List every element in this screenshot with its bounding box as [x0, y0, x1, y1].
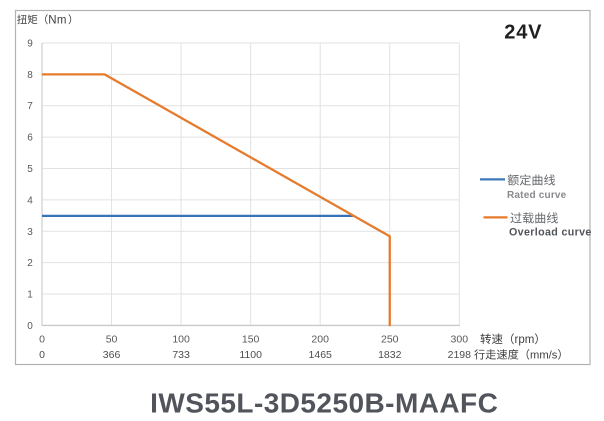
svg-text:50: 50 — [106, 334, 118, 346]
svg-text:9: 9 — [27, 38, 33, 49]
svg-text:0: 0 — [39, 334, 45, 346]
svg-text:IWS55L-3D5250B-MAAFC: IWS55L-3D5250B-MAAFC — [150, 387, 498, 418]
svg-text:0: 0 — [39, 349, 45, 361]
svg-text:24V: 24V — [504, 22, 542, 44]
svg-text:rpm: rpm — [515, 334, 535, 346]
svg-text:1100: 1100 — [239, 349, 262, 361]
svg-text:200: 200 — [311, 334, 329, 346]
svg-text:300: 300 — [451, 334, 469, 346]
svg-text:1832: 1832 — [378, 349, 402, 361]
svg-text:150: 150 — [242, 334, 260, 346]
svg-text:1465: 1465 — [309, 349, 333, 361]
svg-text:2: 2 — [27, 258, 33, 269]
svg-text:250: 250 — [381, 334, 399, 346]
svg-text:Nm: Nm — [48, 14, 67, 26]
svg-text:Overload curve: Overload curve — [509, 227, 592, 239]
svg-text:0: 0 — [27, 321, 33, 332]
svg-text:8: 8 — [27, 70, 33, 81]
svg-text:3: 3 — [27, 227, 33, 238]
svg-text:Rated curve: Rated curve — [507, 190, 567, 201]
svg-text:4: 4 — [27, 195, 33, 206]
svg-text:100: 100 — [172, 334, 190, 346]
svg-text:6: 6 — [27, 133, 33, 144]
svg-text:733: 733 — [172, 349, 190, 361]
svg-text:mm/s: mm/s — [530, 350, 558, 362]
svg-text:5: 5 — [27, 164, 33, 175]
svg-text:366: 366 — [103, 349, 121, 361]
svg-text:1: 1 — [27, 290, 33, 301]
svg-text:2198: 2198 — [448, 349, 472, 361]
svg-text:7: 7 — [27, 101, 33, 112]
